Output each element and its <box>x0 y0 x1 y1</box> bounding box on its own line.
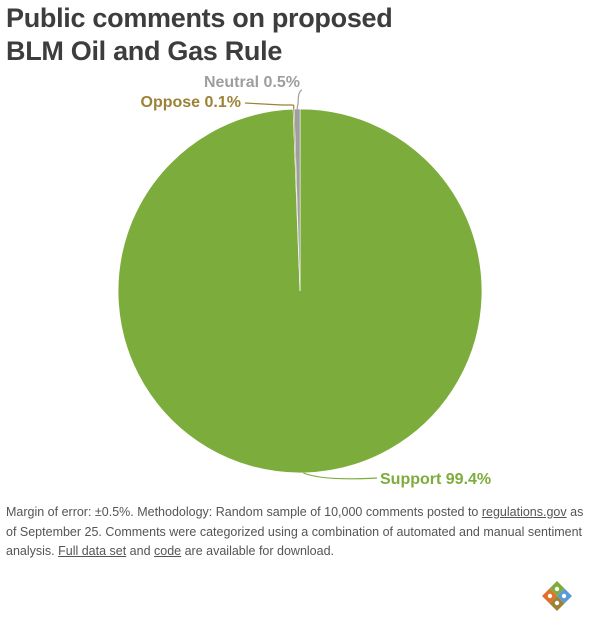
data-label-oppose: Oppose 0.1% <box>141 94 241 111</box>
pie-chart: Support 99.4% Oppose 0.1% Neutral 0.5% <box>117 74 491 488</box>
note-text-4: are available for download. <box>181 544 334 558</box>
diamond-logo-icon <box>542 581 572 611</box>
leader-line-support <box>303 472 378 480</box>
note-text-2: as of September 25. Comments were catego… <box>6 505 584 558</box>
leader-line-neutral <box>296 89 303 110</box>
methodology-note: Margin of error: ±0.5%. Methodology: Ran… <box>6 503 586 562</box>
chart-title-line-2: BLM Oil and Gas Rule <box>6 36 283 66</box>
data-label-neutral: Neutral 0.5% <box>204 74 300 91</box>
pie-slice-neutral <box>294 108 301 292</box>
note-text-3: and <box>126 544 155 558</box>
note-text-1: Margin of error: ±0.5%. Methodology: Ran… <box>6 505 482 519</box>
data-label-support: Support 99.4% <box>380 471 491 488</box>
code-link[interactable]: code <box>154 544 182 558</box>
chart-title: Public comments on proposed BLM Oil and … <box>6 2 393 68</box>
full-data-set-link[interactable]: Full data set <box>58 544 127 558</box>
leader-line-oppose <box>244 102 295 110</box>
regulations-gov-link[interactable]: regulations.gov <box>481 505 567 519</box>
chart-title-line-1: Public comments on proposed <box>6 3 393 33</box>
